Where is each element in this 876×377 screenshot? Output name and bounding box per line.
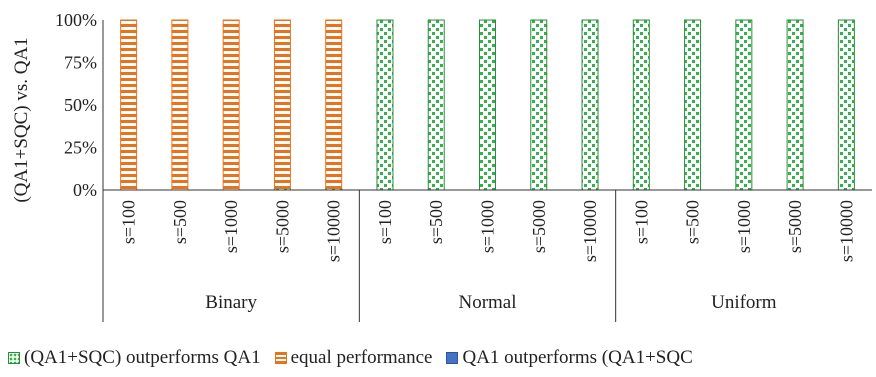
x-tick-label: s=500 xyxy=(683,200,703,244)
bar-outperforms xyxy=(479,19,496,191)
legend-swatch-outperforms xyxy=(8,352,20,364)
legend-item-outperforms: (QA1+SQC) outperforms QA1 xyxy=(8,347,261,369)
bar-equal xyxy=(325,19,343,189)
x-tick-label: s=1000 xyxy=(221,200,241,253)
legend-item-equal: equal performance xyxy=(274,347,433,369)
legend-label-qa1: QA1 outperforms (QA1+SQC xyxy=(462,347,693,368)
bar-outperforms xyxy=(684,19,702,191)
x-tick-label: s=100 xyxy=(375,200,395,244)
group-label: Uniform xyxy=(711,292,777,313)
chart: 0% 25% 50% 75% 100% (QA1+SQC) vs. QA1 s=100 s=5… xyxy=(11,10,872,322)
legend-label-outperforms: (QA1+SQC) outperforms QA1 xyxy=(24,347,261,368)
y-tick-label: 100% xyxy=(55,10,97,30)
x-tick-label: s=5000 xyxy=(272,200,292,253)
bar-equal xyxy=(171,19,189,191)
x-tick-label: s=1000 xyxy=(734,200,754,253)
x-tick-label: s=5000 xyxy=(785,200,805,253)
x-tick-label: s=5000 xyxy=(529,200,549,253)
x-tick-label: s=10000 xyxy=(836,200,856,262)
group-label: Normal xyxy=(458,292,516,313)
legend-swatch-equal xyxy=(274,352,287,364)
y-tick-label: 25% xyxy=(64,138,97,158)
bar-equal xyxy=(222,19,240,191)
y-tick-label: 0% xyxy=(73,180,97,200)
y-tick-label: 50% xyxy=(64,95,97,115)
bar-outperforms xyxy=(427,19,445,191)
legend-item-qa1: QA1 outperforms (QA1+SQC xyxy=(446,347,693,369)
legend-swatch-qa1 xyxy=(446,352,459,364)
y-tick-label: 75% xyxy=(64,53,97,73)
x-tick-label: s=100 xyxy=(119,200,139,244)
bar-equal xyxy=(273,19,291,189)
x-tick-label: s=10000 xyxy=(324,200,344,262)
y-axis-title: (QA1+SQC) vs. QA1 xyxy=(11,37,32,202)
bar-equal xyxy=(120,19,138,191)
bar-outperforms xyxy=(786,19,804,191)
bar-outperforms xyxy=(735,19,753,191)
x-tick-label: s=500 xyxy=(170,200,190,244)
group-label: Binary xyxy=(205,292,257,313)
x-tick-label: s=100 xyxy=(631,200,651,244)
x-tick-label: s=500 xyxy=(426,200,446,244)
x-tick-label: s=10000 xyxy=(580,200,600,262)
bar-outperforms xyxy=(632,19,650,191)
bar-outperforms xyxy=(376,19,394,191)
bar-outperforms xyxy=(530,19,548,191)
legend-label-equal: equal performance xyxy=(290,347,433,368)
x-tick-label: s=1000 xyxy=(478,200,498,253)
bar-outperforms xyxy=(581,19,599,191)
bar-outperforms xyxy=(837,19,855,191)
legend: (QA1+SQC) outperforms QA1 equal performa… xyxy=(8,345,707,371)
